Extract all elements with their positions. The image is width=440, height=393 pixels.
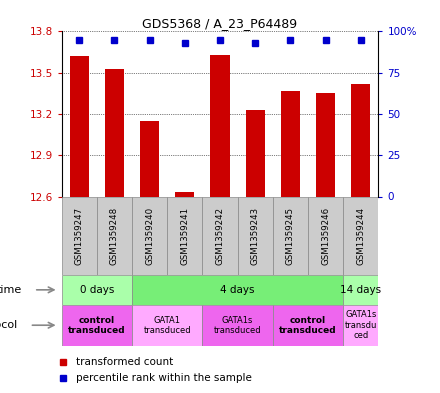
Text: 0 days: 0 days bbox=[80, 285, 114, 295]
Bar bbox=[343, 275, 378, 305]
Bar bbox=[343, 196, 378, 275]
Bar bbox=[105, 69, 124, 196]
Text: percentile rank within the sample: percentile rank within the sample bbox=[76, 373, 252, 383]
Bar bbox=[210, 55, 230, 196]
Text: 4 days: 4 days bbox=[220, 285, 255, 295]
Bar bbox=[167, 196, 202, 275]
Bar bbox=[132, 275, 343, 305]
Bar bbox=[62, 305, 132, 346]
Text: GSM1359245: GSM1359245 bbox=[286, 207, 295, 265]
Text: GSM1359240: GSM1359240 bbox=[145, 207, 154, 265]
Text: GSM1359244: GSM1359244 bbox=[356, 207, 365, 265]
Bar bbox=[316, 94, 335, 196]
Bar bbox=[273, 305, 343, 346]
Text: GSM1359243: GSM1359243 bbox=[251, 207, 260, 265]
Bar bbox=[132, 196, 167, 275]
Text: GATA1s
transduced: GATA1s transduced bbox=[214, 316, 261, 335]
Text: GSM1359246: GSM1359246 bbox=[321, 207, 330, 265]
Bar bbox=[308, 196, 343, 275]
Bar bbox=[202, 305, 273, 346]
Bar bbox=[97, 196, 132, 275]
Bar bbox=[62, 275, 132, 305]
Text: GSM1359247: GSM1359247 bbox=[75, 207, 84, 265]
Bar bbox=[70, 56, 89, 196]
Text: GATA1
transduced: GATA1 transduced bbox=[143, 316, 191, 335]
Bar bbox=[140, 121, 159, 196]
Bar bbox=[62, 196, 97, 275]
Bar bbox=[246, 110, 265, 196]
Text: GSM1359242: GSM1359242 bbox=[216, 207, 224, 265]
Text: control
transduced: control transduced bbox=[68, 316, 125, 335]
Bar bbox=[351, 84, 370, 196]
Text: control
transduced: control transduced bbox=[279, 316, 337, 335]
Bar bbox=[132, 305, 202, 346]
Bar bbox=[202, 196, 238, 275]
Text: GATA1s
transdu
ced: GATA1s transdu ced bbox=[345, 310, 377, 340]
Bar bbox=[238, 196, 273, 275]
Bar bbox=[281, 91, 300, 196]
Text: GSM1359248: GSM1359248 bbox=[110, 207, 119, 265]
Text: GSM1359241: GSM1359241 bbox=[180, 207, 189, 265]
Bar bbox=[343, 305, 378, 346]
Title: GDS5368 / A_23_P64489: GDS5368 / A_23_P64489 bbox=[143, 17, 297, 30]
Text: transformed count: transformed count bbox=[76, 357, 173, 367]
Text: protocol: protocol bbox=[0, 320, 17, 330]
Bar bbox=[175, 193, 194, 196]
Text: 14 days: 14 days bbox=[340, 285, 381, 295]
Bar bbox=[273, 196, 308, 275]
Text: time: time bbox=[0, 285, 22, 295]
